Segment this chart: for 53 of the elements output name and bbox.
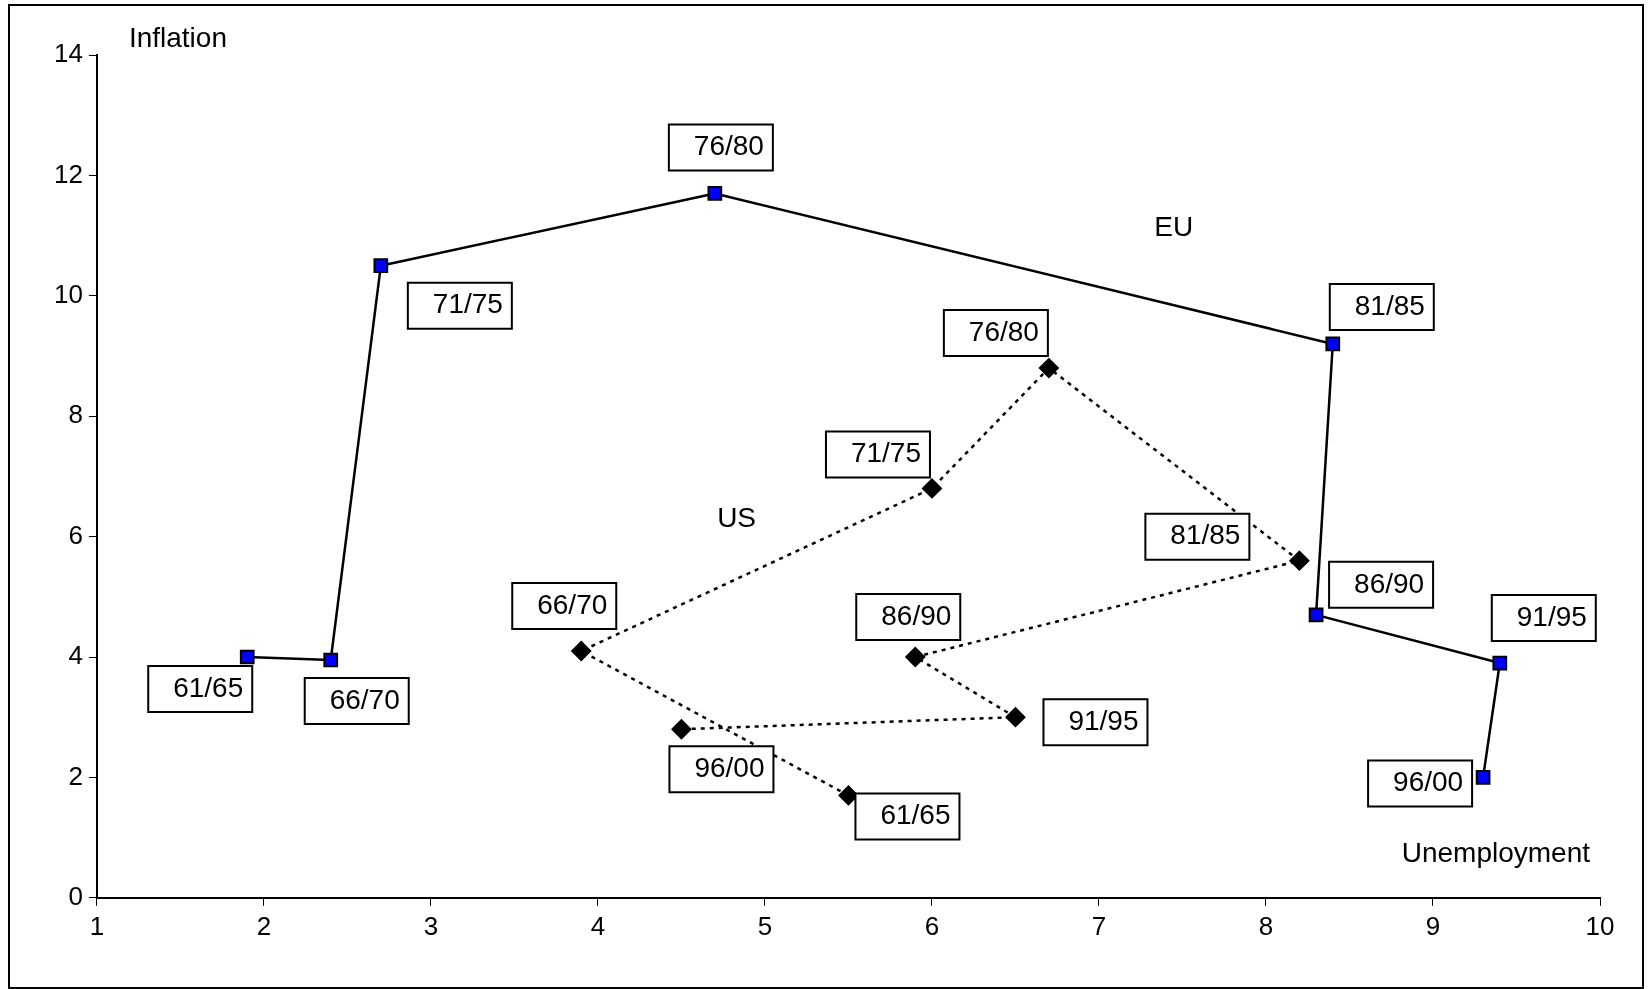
point bbox=[1038, 358, 1059, 379]
x-tick-label: 9 bbox=[1425, 910, 1441, 941]
y-tick-label: 6 bbox=[68, 519, 83, 550]
point bbox=[1005, 707, 1026, 728]
annotation: 86/90 bbox=[881, 599, 952, 631]
y-tick-label: 0 bbox=[68, 880, 83, 911]
point bbox=[571, 640, 592, 661]
series-label: US bbox=[717, 502, 757, 534]
x-axis-title: Unemployment bbox=[1401, 836, 1591, 868]
y-tick-label: 10 bbox=[54, 278, 83, 309]
point bbox=[373, 258, 389, 274]
y-tick-label: 4 bbox=[68, 640, 83, 671]
annotation: 76/80 bbox=[693, 130, 764, 162]
point bbox=[1289, 550, 1310, 571]
x-tick-label: 1 bbox=[89, 910, 105, 941]
annotation: 61/65 bbox=[173, 671, 244, 703]
annotation: 81/85 bbox=[1170, 519, 1241, 551]
annotation: 91/95 bbox=[1068, 704, 1139, 736]
annotation: 76/80 bbox=[968, 315, 1039, 347]
annotation: 61/65 bbox=[880, 799, 951, 831]
x-tick-label: 8 bbox=[1258, 910, 1274, 941]
y-tick-label: 2 bbox=[68, 760, 83, 791]
annotation: 86/90 bbox=[1354, 567, 1425, 599]
x-tick-label: 4 bbox=[590, 910, 606, 941]
point bbox=[1308, 607, 1324, 623]
y-tick-label: 8 bbox=[68, 399, 83, 430]
point bbox=[707, 186, 723, 201]
point bbox=[323, 652, 339, 668]
x-tick-label: 6 bbox=[924, 910, 940, 941]
annotation: 96/00 bbox=[1393, 766, 1464, 798]
x-tick-label: 10 bbox=[1585, 910, 1615, 941]
x-tick-label: 2 bbox=[256, 910, 272, 941]
annotation: 96/00 bbox=[694, 751, 765, 783]
y-tick-label: 14 bbox=[54, 38, 83, 69]
point bbox=[671, 719, 692, 740]
point bbox=[1475, 770, 1491, 785]
annotation: 71/75 bbox=[432, 288, 503, 320]
point bbox=[905, 647, 926, 667]
point bbox=[921, 478, 942, 499]
x-tick-label: 7 bbox=[1091, 910, 1107, 941]
point bbox=[1325, 336, 1341, 352]
annotation: 81/85 bbox=[1354, 289, 1425, 321]
y-axis-title: Inflation bbox=[128, 21, 227, 53]
annotation: 66/70 bbox=[537, 588, 608, 620]
text: EU bbox=[1154, 211, 1194, 243]
annotation: 91/95 bbox=[1516, 600, 1587, 632]
y-tick-label: 12 bbox=[54, 158, 83, 189]
annotation: 71/75 bbox=[850, 437, 921, 469]
x-tick-label: 3 bbox=[423, 910, 439, 941]
x-tick-label: 5 bbox=[757, 910, 773, 941]
point bbox=[239, 649, 255, 665]
annotation: 66/70 bbox=[329, 683, 400, 715]
point bbox=[1492, 655, 1508, 671]
